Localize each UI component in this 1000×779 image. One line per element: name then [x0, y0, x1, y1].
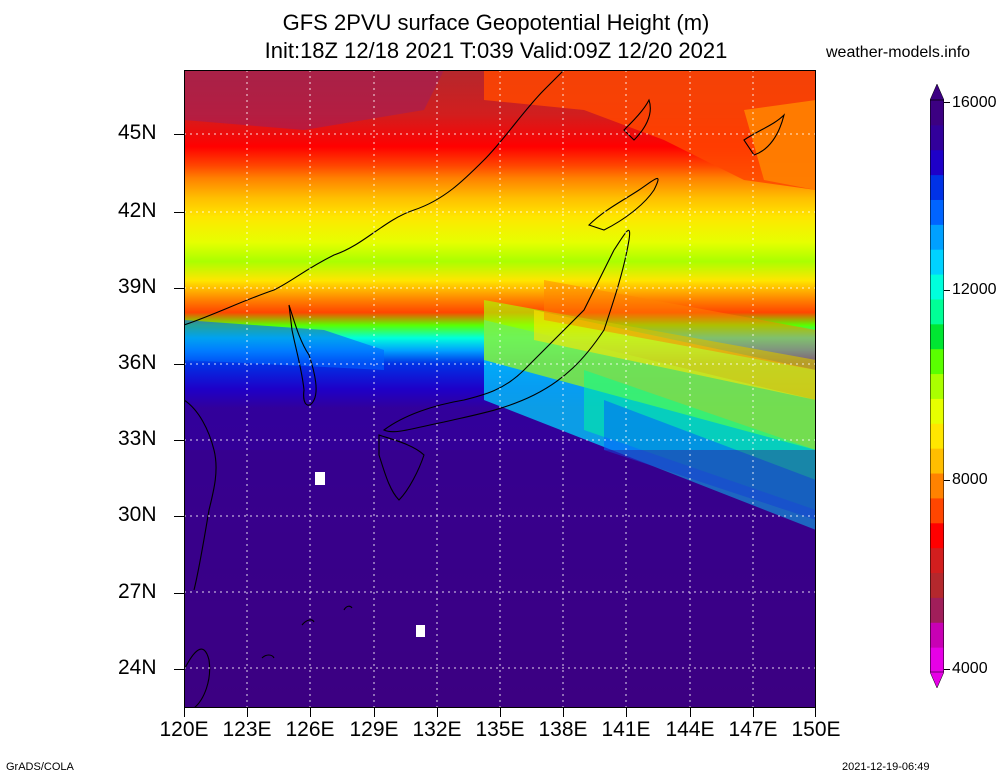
- colorbar-segment: [930, 348, 944, 375]
- colorbar-segment: [930, 323, 944, 350]
- lon-tick: [247, 708, 248, 717]
- lat-tick: [174, 288, 184, 289]
- colorbar-segment: [930, 249, 944, 275]
- lon-label-138e: 138E: [538, 718, 588, 741]
- colorbar-label-12000: 12000: [952, 281, 997, 298]
- colorbar-tick: [944, 669, 950, 670]
- lat-tick: [174, 364, 184, 365]
- colorbar-label-8000: 8000: [952, 471, 988, 488]
- colorbar-segment: [930, 224, 944, 250]
- lon-label-129e: 129E: [349, 718, 399, 741]
- map-subtitle: Init:18Z 12/18 2021 T:039 Valid:09Z 12/2…: [264, 38, 728, 63]
- colorbar-segment: [930, 547, 944, 574]
- lat-tick: [174, 212, 184, 213]
- colorbar-label-16000: 16000: [952, 94, 997, 111]
- colorbar-segment: [930, 149, 944, 176]
- colorbar-segment: [930, 597, 944, 623]
- lon-tick: [753, 708, 754, 717]
- lon-label-147e: 147E: [728, 718, 778, 741]
- colorbar-segment: [930, 100, 944, 126]
- colorbar-low-arrow: [930, 671, 944, 688]
- colorbar-segment: [930, 423, 944, 449]
- colorbar-segment: [930, 298, 944, 325]
- lat-label-36n: 36N: [118, 351, 157, 374]
- colorbar-label-4000: 4000: [952, 660, 988, 677]
- lat-label-42n: 42N: [118, 199, 157, 222]
- colorbar-segment: [930, 199, 944, 225]
- lat-tick: [174, 669, 184, 670]
- colorbar-border: [930, 99, 944, 673]
- lat-label-30n: 30N: [118, 503, 157, 526]
- lon-tick: [815, 708, 816, 717]
- colorbar-segment: [930, 497, 944, 524]
- map-title: GFS 2PVU surface Geopotential Height (m): [282, 10, 710, 35]
- lon-tick: [437, 708, 438, 717]
- lon-tick: [563, 708, 564, 717]
- colorbar-segment: [930, 622, 944, 648]
- lon-label-150e: 150E: [791, 718, 841, 741]
- lon-tick: [374, 708, 375, 717]
- lon-label-123e: 123E: [222, 718, 272, 741]
- colorbar-segment: [930, 647, 944, 673]
- lon-label-141e: 141E: [601, 718, 651, 741]
- lon-label-132e: 132E: [412, 718, 462, 741]
- colorbar-segment: [930, 473, 944, 499]
- lon-label-135e: 135E: [475, 718, 525, 741]
- lat-label-45n: 45N: [118, 121, 157, 144]
- map-panel: [184, 70, 816, 708]
- lat-tick: [174, 516, 184, 517]
- lon-label-126e: 126E: [285, 718, 335, 741]
- lon-tick: [500, 708, 501, 717]
- lon-label-144e: 144E: [665, 718, 715, 741]
- grid-lines: [184, 70, 816, 708]
- colorbar-tick: [944, 290, 950, 291]
- colorbar-segment: [930, 373, 944, 399]
- colorbar-segment: [930, 174, 944, 200]
- lat-tick: [174, 134, 184, 135]
- colorbar-high-arrow: [930, 84, 944, 101]
- lat-tick: [174, 440, 184, 441]
- footer-credit: GrADS/COLA: [6, 761, 74, 773]
- lat-label-27n: 27N: [118, 580, 157, 603]
- lat-tick: [174, 593, 184, 594]
- lon-tick: [626, 708, 627, 717]
- colorbar-tick: [944, 480, 950, 481]
- colorbar-segment: [930, 274, 944, 300]
- lat-label-33n: 33N: [118, 427, 157, 450]
- map-canvas: [184, 70, 816, 708]
- coastlines: [184, 70, 786, 708]
- colorbar-tick: [944, 102, 950, 103]
- colorbar-segment: [930, 448, 944, 474]
- lon-tick: [184, 708, 185, 717]
- colorbar-segment: [930, 522, 944, 549]
- lat-label-24n: 24N: [118, 656, 157, 679]
- colorbar-segment: [930, 572, 944, 598]
- footer-timestamp: 2021-12-19-06:49: [842, 761, 930, 773]
- colorbar: [930, 84, 944, 688]
- lat-label-39n: 39N: [118, 275, 157, 298]
- lon-tick: [310, 708, 311, 717]
- site-label: weather-models.info: [826, 44, 971, 61]
- colorbar-segment: [930, 124, 944, 151]
- lon-tick: [690, 708, 691, 717]
- lon-label-120e: 120E: [159, 718, 209, 741]
- colorbar-segment: [930, 398, 944, 424]
